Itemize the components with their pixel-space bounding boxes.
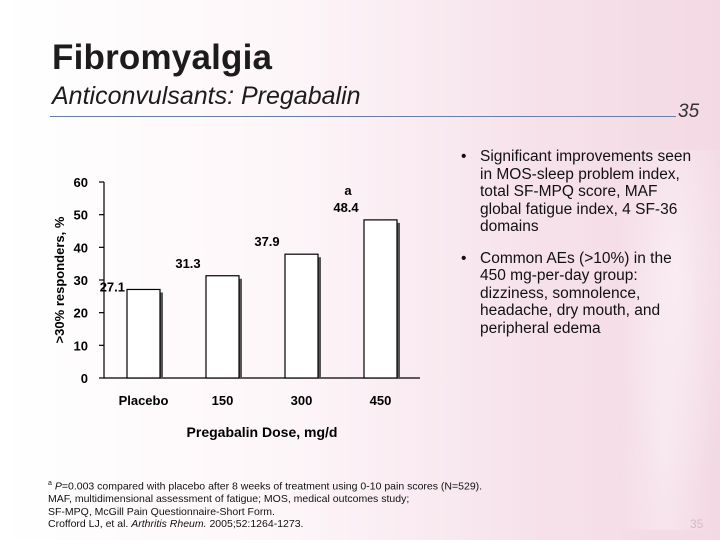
bullet-text: Common AEs (>10%) in the 450 mg-per-day … — [480, 249, 672, 337]
footnote-superscript: a — [48, 480, 52, 487]
bar-annotation: a — [344, 183, 352, 198]
y-axis-label: >30% responders, % — [52, 216, 67, 343]
x-tick-label: 450 — [370, 393, 392, 408]
bar — [205, 275, 240, 379]
footnote-citation: Crofford LJ, et al. Arthritis Rheum. 200… — [48, 518, 658, 531]
citation-rest: 2005;52:1264-1273. — [206, 518, 304, 530]
citation-authors: Crofford LJ, et al. — [48, 518, 132, 530]
y-tick-label: 0 — [81, 371, 88, 386]
footnote-p-text: =0.003 compared with placebo after 8 wee… — [61, 480, 483, 493]
footnote-p-italic: P — [54, 480, 62, 493]
title-divider — [50, 116, 676, 117]
background-decoration — [610, 150, 720, 530]
y-tick-label: 10 — [74, 338, 88, 353]
bullet-item: • Significant improvements seen in MOS-s… — [460, 148, 700, 236]
x-axis-label: Pregabalin Dose, mg/d — [187, 424, 338, 440]
slide-number-top: 35 — [678, 101, 700, 122]
y-tick-label: 60 — [74, 175, 88, 190]
y-tick-label: 20 — [74, 306, 88, 321]
bullet-text: Significant improvements seen in MOS-sle… — [480, 148, 692, 235]
bar — [126, 288, 161, 379]
footnote-line: a P=0.003 compared with placebo after 8 … — [48, 478, 658, 493]
bar — [284, 253, 319, 379]
slide-number-bottom: 35 — [690, 517, 704, 531]
bullet-symbol: • — [461, 249, 467, 267]
y-tick-label: 30 — [74, 273, 88, 288]
footnote-line: MAF, multidimensional assessment of fati… — [48, 493, 410, 505]
bullet-item: • Common AEs (>10%) in the 450 mg-per-da… — [460, 250, 700, 338]
bullet-list: • Significant improvements seen in MOS-s… — [460, 148, 700, 351]
bar-value-label: 37.9 — [254, 234, 279, 249]
bullet-symbol: • — [461, 148, 467, 165]
y-tick-label: 40 — [74, 240, 88, 255]
footnotes: a P=0.003 compared with placebo after 8 … — [48, 478, 658, 531]
bar — [363, 219, 398, 379]
x-tick-label: 150 — [212, 393, 234, 408]
bar-value-label: 27.1 — [100, 279, 125, 294]
footnote-line: SF-MPQ, McGill Pain Questionnaire-Short … — [48, 505, 275, 518]
y-tick-label: 50 — [74, 208, 88, 223]
citation-journal: Arthritis Rheum. — [131, 518, 207, 530]
x-tick-label: 300 — [291, 393, 313, 408]
slide-subtitle: Anticonvulsants: Pregabalin — [52, 82, 361, 110]
bar-value-label: 31.3 — [175, 256, 200, 271]
slide-title: Fibromyalgia — [52, 38, 273, 77]
x-tick-label: Placebo — [119, 393, 169, 408]
bar-value-label: 48.4 — [333, 200, 359, 215]
